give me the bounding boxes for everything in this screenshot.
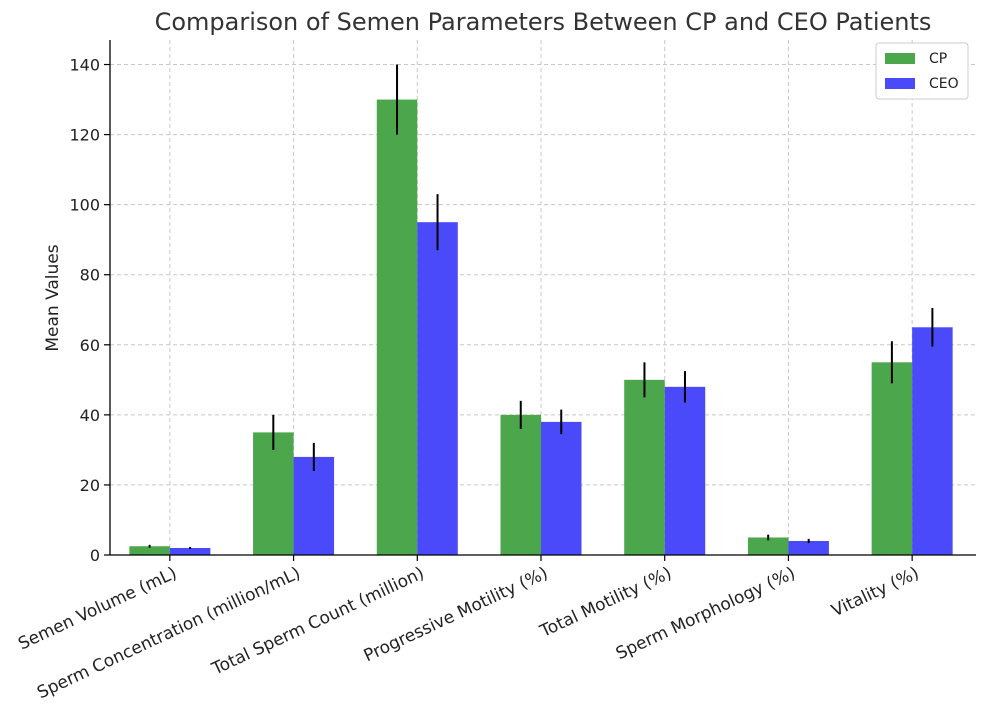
legend: CP CEO bbox=[875, 42, 969, 100]
bar-cp-5 bbox=[747, 537, 789, 555]
bar-cp-6 bbox=[871, 362, 913, 555]
bar-ceo-3 bbox=[541, 421, 582, 555]
bar-ceo-4 bbox=[664, 386, 706, 555]
y-tick-label: 140 bbox=[69, 56, 100, 75]
legend-swatch-ceo bbox=[885, 78, 915, 89]
error-bars bbox=[148, 64, 934, 550]
y-tick-label: 40 bbox=[80, 406, 100, 425]
bar-ceo-6 bbox=[912, 327, 953, 555]
bar-ceo-0 bbox=[169, 547, 211, 555]
x-tick-label: Vitality (%) bbox=[829, 563, 923, 621]
bar-cp-3 bbox=[500, 414, 541, 555]
y-tick-label: 20 bbox=[80, 476, 100, 495]
legend-swatch-cp bbox=[885, 53, 915, 64]
axes bbox=[109, 40, 976, 556]
y-tick-label: 60 bbox=[80, 336, 100, 355]
y-axis-title: Mean Values bbox=[43, 244, 63, 351]
bar-cp-1 bbox=[253, 432, 294, 555]
y-tick-label: 80 bbox=[80, 266, 100, 285]
y-tick-label: 100 bbox=[69, 196, 100, 215]
y-tick-label: 120 bbox=[69, 126, 100, 145]
chart-title: Comparison of Semen Parameters Between C… bbox=[155, 8, 932, 36]
bar-ceo-5 bbox=[788, 540, 829, 555]
x-tick-labels: Semen Volume (mL)Sperm Concentration (mi… bbox=[15, 555, 922, 703]
y-tick-label: 0 bbox=[90, 546, 100, 565]
bars bbox=[129, 99, 953, 555]
y-ticks: 0 20 40 60 80 100 120 140 bbox=[69, 56, 110, 565]
bar-ceo-2 bbox=[417, 222, 458, 555]
bar-ceo-1 bbox=[293, 456, 335, 555]
bar-cp-2 bbox=[376, 99, 418, 555]
bar-cp-0 bbox=[129, 546, 170, 555]
legend-label-ceo: CEO bbox=[929, 76, 959, 92]
x-tick-label: Total Sperm Count (million) bbox=[208, 563, 427, 679]
bar-cp-4 bbox=[624, 379, 665, 555]
legend-label-cp: CP bbox=[929, 51, 947, 67]
